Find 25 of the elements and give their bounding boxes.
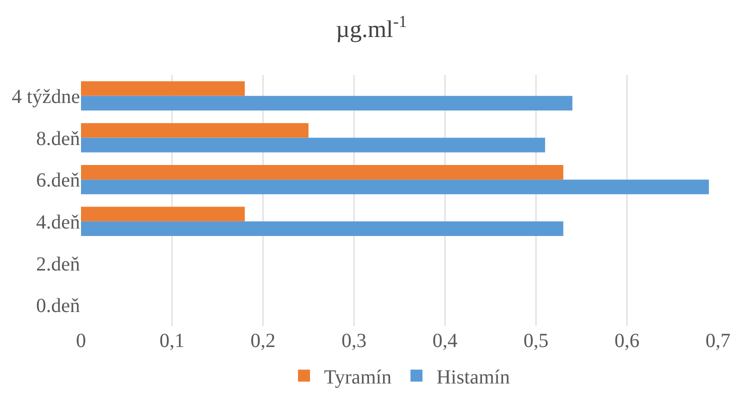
bar <box>81 180 709 194</box>
legend-label: Histamín <box>436 366 510 388</box>
bar <box>81 206 245 222</box>
y-tick-label: 0.deň <box>36 295 80 318</box>
bar <box>81 81 245 96</box>
bar <box>81 138 546 152</box>
x-tick-label: 0 <box>76 330 86 352</box>
y-tick-label: 4.deň <box>36 211 80 234</box>
x-tick-label: 0,2 <box>250 330 276 352</box>
y-tick-label: 4 týždne <box>12 86 80 108</box>
bar <box>81 164 564 180</box>
y-tick-label: 6.deň <box>36 170 80 192</box>
x-tick-label: 0,4 <box>432 330 458 352</box>
x-tick-label: 0,7 <box>706 330 730 352</box>
x-tick-label: 0,6 <box>614 330 640 352</box>
x-tick-label: 0,3 <box>342 330 366 352</box>
bar <box>81 221 564 236</box>
x-tick-label: 0,5 <box>524 330 548 352</box>
bar <box>81 123 308 138</box>
x-tick-label: 0,1 <box>160 330 184 352</box>
chart-title: µg.ml$^{-1}$ <box>336 12 408 44</box>
y-tick-label: 8.deň <box>36 128 80 150</box>
y-tick-label: 2.deň <box>36 253 80 276</box>
bar <box>81 96 572 111</box>
legend-label: Tyramín <box>324 366 392 388</box>
